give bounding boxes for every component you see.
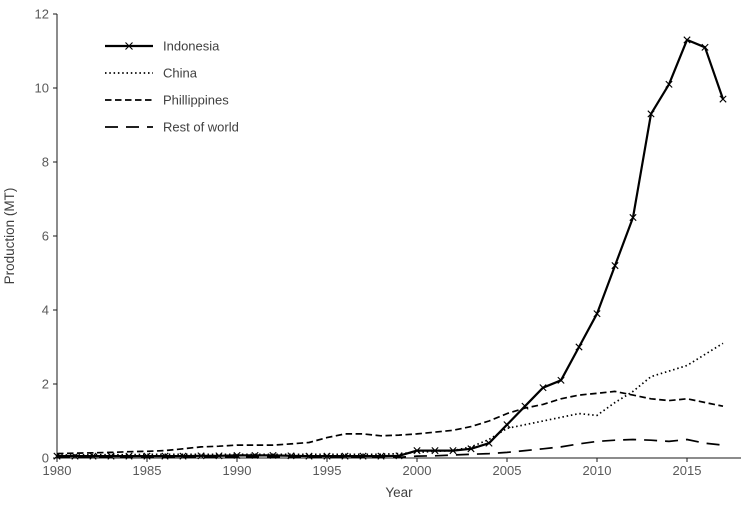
legend-item-phillippines: Phillippines: [105, 93, 229, 108]
y-tick-label: 2: [42, 377, 49, 392]
x-marker: [161, 452, 169, 460]
x-marker: [467, 445, 475, 453]
x-marker: [539, 384, 547, 392]
x-marker: [719, 95, 727, 103]
x-tick-label: 2010: [583, 463, 612, 478]
x-axis-title: Year: [385, 485, 413, 500]
x-marker: [575, 343, 583, 351]
x-marker: [557, 376, 565, 384]
x-tick-label: 1995: [313, 463, 342, 478]
x-tick-label: 2015: [673, 463, 702, 478]
x-tick-label: 1980: [43, 463, 72, 478]
x-marker: [179, 452, 187, 460]
y-tick-label: 0: [42, 451, 49, 466]
x-tick-label: 2000: [403, 463, 432, 478]
y-tick-label: 4: [42, 303, 49, 318]
y-axis-title: Production (MT): [2, 188, 17, 285]
x-marker: [359, 452, 367, 460]
x-marker: [197, 452, 205, 460]
x-marker: [647, 110, 655, 118]
series-line-rest-of-world: [57, 438, 724, 459]
series-line-phillippines: [56, 390, 724, 455]
y-tick-label: 6: [42, 229, 49, 244]
legend-item-rest-of-world: Rest of world: [105, 120, 239, 135]
x-marker: [143, 452, 151, 460]
x-marker: [683, 36, 691, 44]
x-tick-label: 1990: [223, 463, 252, 478]
x-marker: [611, 262, 619, 270]
x-marker: [503, 421, 511, 429]
legend-label: China: [163, 66, 198, 81]
x-marker: [377, 452, 385, 460]
x-marker: [125, 42, 133, 50]
x-marker: [629, 213, 637, 222]
x-marker: [341, 452, 349, 460]
series-line-china: [57, 342, 724, 456]
y-tick-label: 10: [35, 81, 49, 96]
series-line-indonesia: [57, 38, 725, 458]
x-marker: [701, 43, 709, 51]
y-tick-label: 12: [35, 7, 49, 22]
x-tick-label: 1985: [133, 463, 162, 478]
legend-item-indonesia: Indonesia: [105, 39, 220, 54]
legend-label: Rest of world: [163, 120, 239, 135]
legend-label: Phillippines: [163, 93, 229, 108]
legend-item-china: China: [105, 66, 198, 81]
legend-label: Indonesia: [163, 39, 220, 54]
x-marker: [431, 447, 439, 455]
x-marker: [665, 80, 673, 88]
y-tick-label: 8: [42, 155, 49, 170]
x-marker: [593, 310, 601, 318]
x-marker: [89, 452, 97, 460]
x-tick-label: 2005: [493, 463, 522, 478]
